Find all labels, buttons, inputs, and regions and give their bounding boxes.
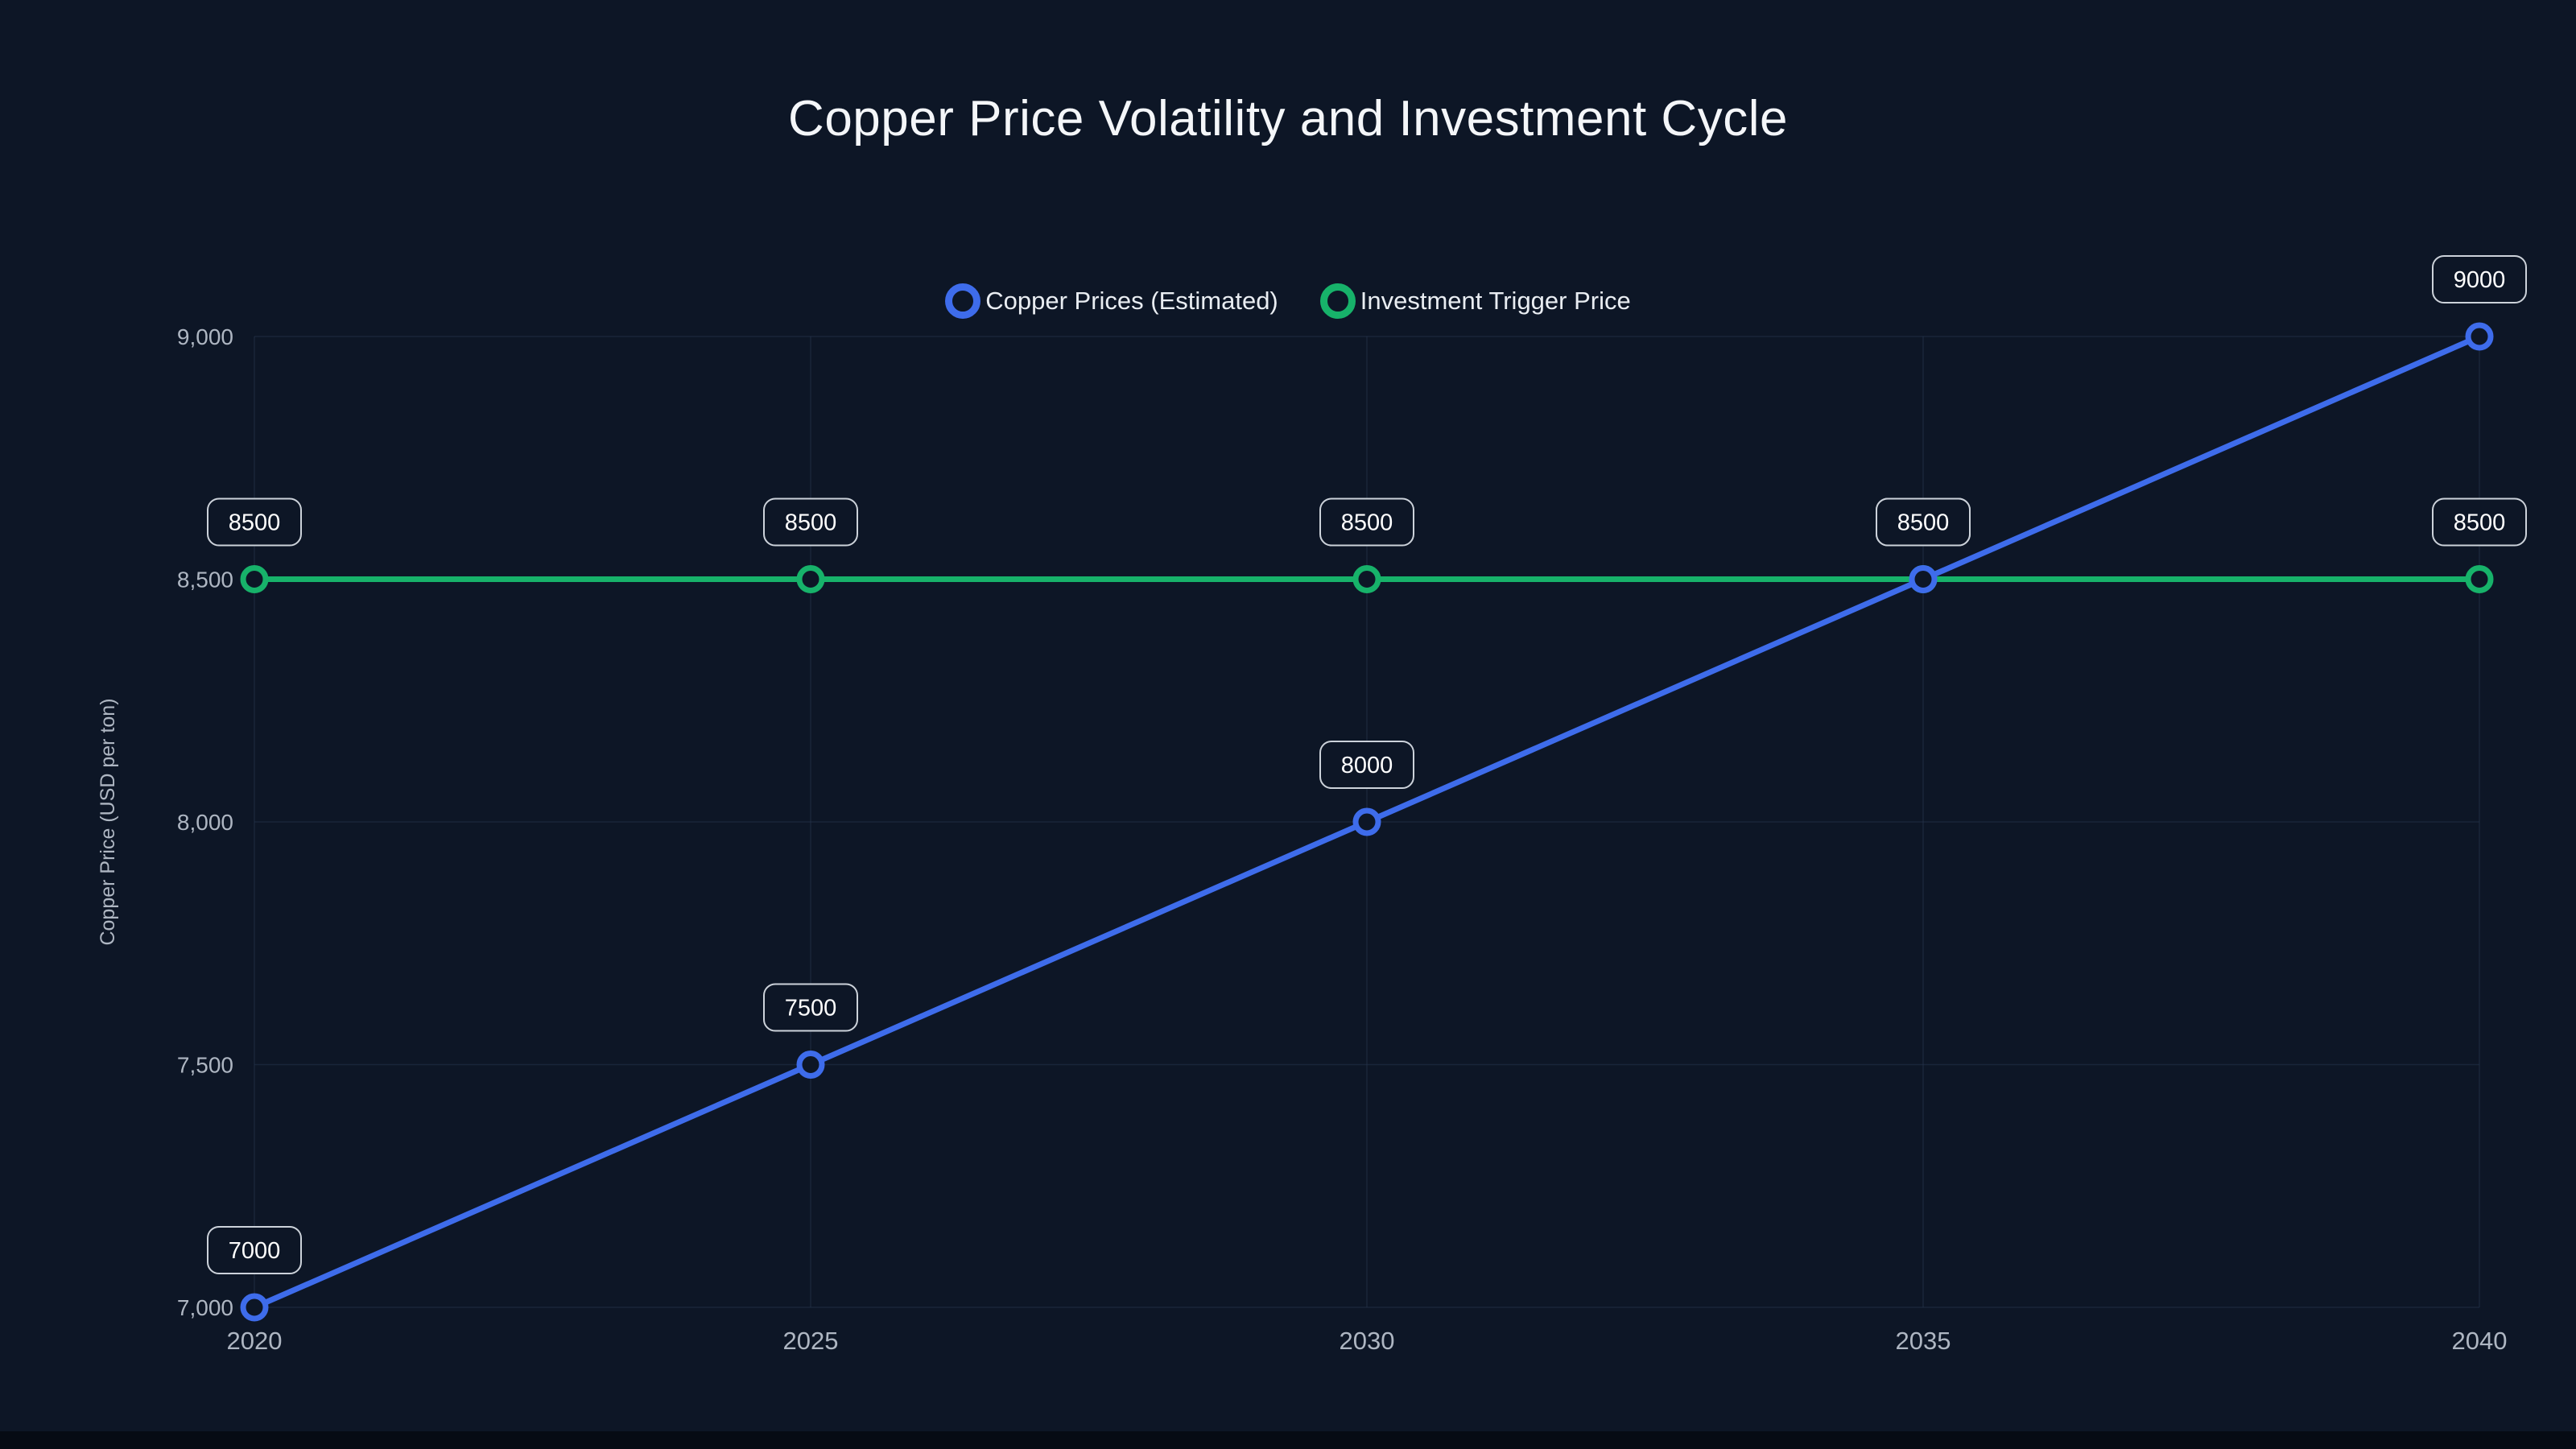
data-point-marker[interactable] bbox=[2465, 565, 2494, 593]
data-point-marker[interactable] bbox=[1352, 807, 1381, 836]
svg-text:7500: 7500 bbox=[785, 996, 837, 1022]
data-point-marker[interactable] bbox=[796, 1051, 825, 1079]
y-tick-label: 7,500 bbox=[177, 1053, 233, 1078]
point-label-badge: 8500 bbox=[763, 497, 858, 547]
legend-item-1[interactable]: Investment Trigger Price bbox=[1319, 283, 1631, 319]
y-tick-label: 7,000 bbox=[177, 1295, 233, 1320]
point-label-badge: 9000 bbox=[2432, 255, 2527, 303]
data-point-marker[interactable] bbox=[2465, 322, 2494, 351]
chart-title: Copper Price Volatility and Investment C… bbox=[788, 91, 1788, 147]
x-tick-label: 2040 bbox=[2452, 1327, 2508, 1355]
svg-text:9000: 9000 bbox=[2454, 267, 2506, 293]
data-point-marker[interactable] bbox=[240, 565, 269, 593]
legend: Copper Prices (Estimated) Investment Trig… bbox=[0, 283, 2576, 319]
data-point-marker[interactable] bbox=[240, 1293, 269, 1322]
data-point-marker[interactable] bbox=[796, 565, 825, 593]
legend-ring-icon bbox=[945, 283, 981, 319]
svg-text:7000: 7000 bbox=[229, 1238, 281, 1264]
bottom-bar bbox=[0, 1431, 2576, 1449]
svg-text:8500: 8500 bbox=[2454, 510, 2506, 536]
legend-ring-icon bbox=[1319, 283, 1356, 319]
legend-label: Copper Prices (Estimated) bbox=[985, 287, 1278, 315]
point-label-badge: 8500 bbox=[1319, 497, 1414, 547]
point-label-badge: 8500 bbox=[1876, 497, 1971, 547]
y-tick-label: 8,000 bbox=[177, 810, 233, 835]
point-label-badge: 8500 bbox=[2432, 497, 2527, 547]
point-label-badge: 8500 bbox=[207, 497, 302, 547]
legend-label: Investment Trigger Price bbox=[1360, 287, 1631, 315]
y-axis-title: Copper Price (USD per ton) bbox=[97, 698, 119, 945]
x-tick-label: 2020 bbox=[227, 1327, 283, 1355]
data-point-marker[interactable] bbox=[1352, 565, 1381, 593]
point-label-badge: 7000 bbox=[207, 1226, 302, 1274]
svg-text:8500: 8500 bbox=[229, 510, 281, 536]
svg-text:8500: 8500 bbox=[785, 510, 837, 536]
point-label-badge: 7500 bbox=[763, 983, 858, 1032]
x-tick-label: 2030 bbox=[1340, 1327, 1395, 1355]
svg-text:8500: 8500 bbox=[1897, 510, 1950, 536]
data-point-marker[interactable] bbox=[1909, 565, 1938, 593]
point-label-badge: 8000 bbox=[1319, 741, 1414, 789]
y-tick-label: 9,000 bbox=[177, 324, 233, 349]
x-tick-label: 2035 bbox=[1896, 1327, 1951, 1355]
svg-text:8000: 8000 bbox=[1341, 753, 1393, 778]
x-tick-label: 2025 bbox=[783, 1327, 839, 1355]
legend-item-0[interactable]: Copper Prices (Estimated) bbox=[945, 283, 1278, 319]
svg-text:8500: 8500 bbox=[1341, 510, 1393, 536]
y-tick-label: 8,500 bbox=[177, 568, 233, 592]
